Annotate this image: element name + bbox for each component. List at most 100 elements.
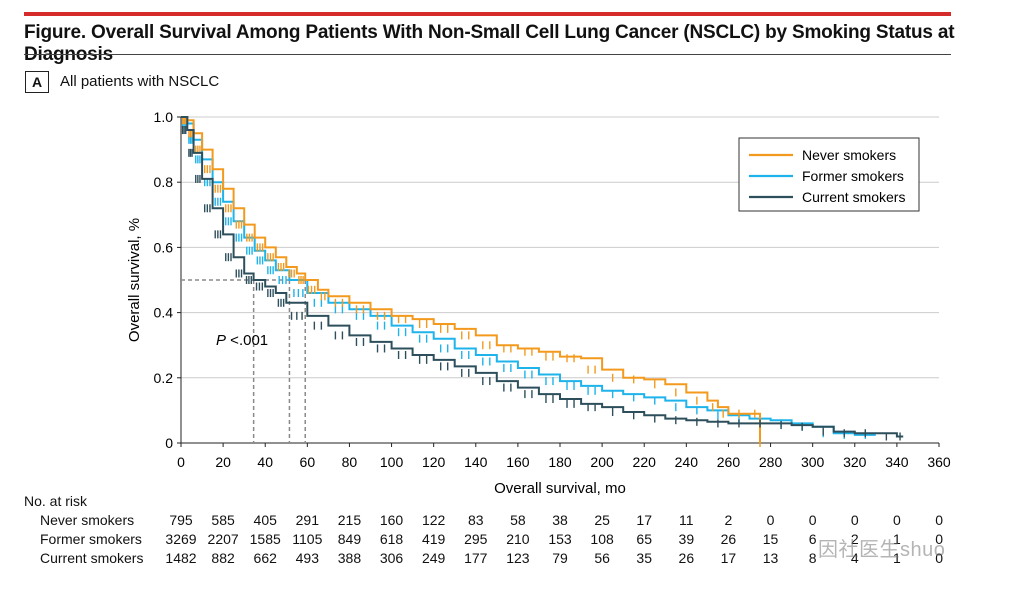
risk-count: 0 — [850, 512, 859, 528]
risk-count: 0 — [766, 512, 775, 528]
survival-curves — [181, 116, 904, 447]
x-tick-label: 140 — [464, 454, 488, 470]
risk-count: 1105 — [292, 531, 323, 547]
watermark: 因社医生shuo — [818, 539, 946, 561]
risk-count: 215 — [337, 512, 362, 528]
x-tick-label: 320 — [843, 454, 867, 470]
x-tick-label: 20 — [215, 454, 231, 470]
risk-count: 6 — [808, 531, 817, 547]
risk-count: 2207 — [207, 531, 239, 547]
risk-row-label: Current smokers — [40, 550, 144, 566]
x-tick-label: 280 — [759, 454, 783, 470]
risk-count: 11 — [679, 512, 694, 528]
risk-row-label: Former smokers — [40, 531, 142, 547]
y-tick-label: 0.8 — [154, 174, 174, 190]
y-tick-label: 1.0 — [154, 109, 174, 125]
risk-count: 58 — [510, 512, 526, 528]
x-tick-label: 240 — [675, 454, 699, 470]
risk-count: 585 — [211, 512, 235, 528]
risk-count: 25 — [594, 512, 610, 528]
survival-curve-never — [181, 116, 761, 443]
risk-count: 122 — [421, 512, 446, 528]
y-tick-label: 0.6 — [154, 239, 174, 255]
risk-count: 1585 — [249, 531, 281, 547]
x-tick-label: 60 — [300, 454, 316, 470]
panel-title: All patients with NSCLC — [60, 73, 220, 90]
risk-count: 882 — [211, 550, 235, 566]
x-tick-label: 80 — [342, 454, 358, 470]
risk-count: 618 — [379, 531, 404, 547]
x-tick-label: 180 — [548, 454, 572, 470]
legend-label-former: Former smokers — [802, 168, 904, 184]
survival-chart: 0 20 40 60 80 100 120 140 160 180 200 220 240 260 280 3… — [126, 109, 951, 497]
y-tick-label: 0 — [165, 435, 173, 451]
risk-count: 35 — [636, 550, 652, 566]
survival-curve-current — [181, 116, 904, 438]
risk-count: 795 — [169, 512, 193, 528]
risk-table-heading: No. at risk — [24, 493, 88, 509]
risk-count: 291 — [295, 512, 319, 528]
risk-count: 249 — [421, 550, 446, 566]
risk-count: 17 — [720, 550, 737, 566]
risk-count: 26 — [678, 550, 695, 566]
risk-count: 177 — [464, 550, 488, 566]
x-tick-label: 360 — [927, 454, 951, 470]
risk-count: 13 — [762, 550, 779, 566]
risk-count: 388 — [337, 550, 362, 566]
p-value-symbol: P — [216, 332, 226, 349]
risk-count: 1 — [892, 531, 901, 547]
x-tick-label: 100 — [380, 454, 404, 470]
risk-count: 15 — [762, 531, 779, 547]
risk-count: 17 — [636, 512, 652, 528]
risk-count: 493 — [295, 550, 319, 566]
p-value-text: <.001 — [226, 332, 268, 349]
accent-rule — [24, 12, 951, 16]
risk-count: 1 — [892, 550, 901, 566]
risk-count: 160 — [379, 512, 404, 528]
risk-count: 79 — [552, 550, 568, 566]
risk-count: 3269 — [165, 531, 197, 547]
legend-label-current: Current smokers — [802, 189, 905, 205]
x-tick-label: 340 — [885, 454, 909, 470]
y-tick-label: 0.2 — [154, 370, 174, 386]
x-tick-label: 300 — [801, 454, 825, 470]
median-reference-lines — [181, 279, 306, 443]
x-tick-label: 260 — [717, 454, 741, 470]
risk-count: 210 — [506, 531, 530, 547]
risk-count: 0 — [935, 531, 943, 547]
risk-count: 2 — [724, 512, 733, 528]
risk-count: 153 — [548, 531, 572, 547]
x-tick-label: 220 — [633, 454, 657, 470]
x-axis-label: Overall survival, mo — [494, 480, 626, 497]
risk-count: 56 — [594, 550, 610, 566]
risk-count: 0 — [892, 512, 901, 528]
risk-row-label: Never smokers — [40, 512, 135, 528]
title-divider — [24, 54, 951, 55]
risk-count: 849 — [337, 531, 362, 547]
panel-letter: A — [25, 71, 49, 93]
legend: Never smokers Former smokers Current smoke… — [738, 137, 920, 212]
x-tick-label: 0 — [177, 454, 185, 470]
risk-count: 65 — [636, 531, 652, 547]
legend-label-never: Never smokers — [802, 147, 896, 163]
risk-count: 26 — [720, 531, 737, 547]
risk-count: 108 — [590, 531, 614, 547]
survival-curve-former — [181, 116, 876, 436]
x-tick-label: 120 — [422, 454, 446, 470]
x-tick-label: 40 — [257, 454, 273, 470]
y-axis-label: Overall survival, % — [126, 218, 143, 342]
risk-count: 1482 — [165, 550, 197, 566]
legend-box — [738, 137, 920, 212]
risk-count: 662 — [253, 550, 277, 566]
risk-count: 2 — [850, 531, 859, 547]
risk-count: 306 — [379, 550, 404, 566]
risk-count: 0 — [935, 512, 943, 528]
risk-count: 123 — [506, 550, 530, 566]
risk-count: 83 — [467, 512, 484, 528]
x-tick-label: 200 — [590, 454, 614, 470]
x-tick-label: 160 — [506, 454, 530, 470]
risk-count: 0 — [808, 512, 817, 528]
p-value-annotation: P <.001 — [216, 332, 268, 349]
y-tick-label: 0.4 — [154, 305, 174, 321]
tick-labels: 0 20 40 60 80 100 120 140 160 180 200 220 240 260 280 3… — [154, 109, 951, 470]
